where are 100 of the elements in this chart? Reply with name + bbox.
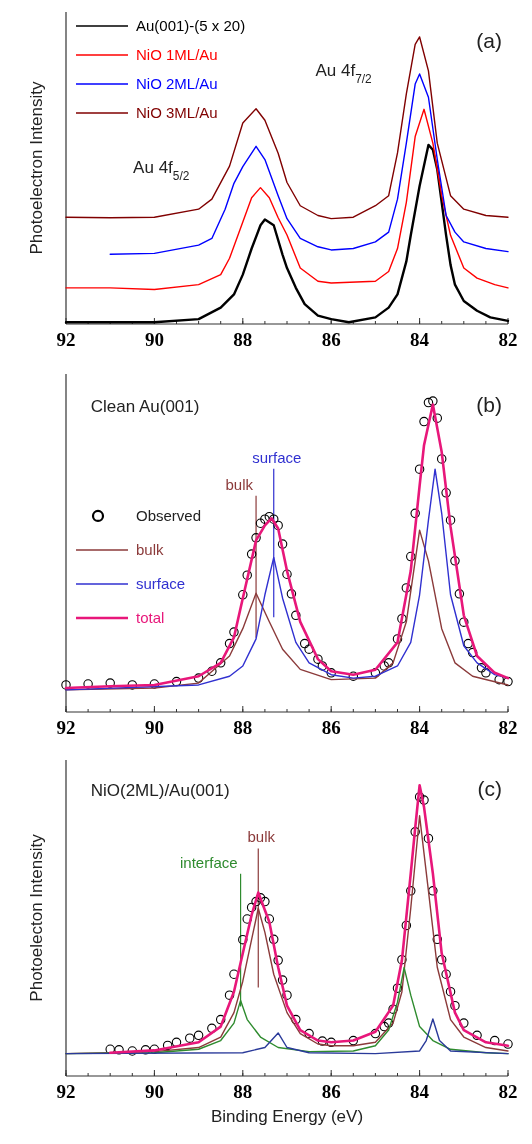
annotation: Clean Au(001): [90, 396, 200, 416]
point: [317, 661, 328, 671]
point: [481, 668, 491, 678]
point: [406, 551, 416, 562]
x-tick-label: 86: [321, 1081, 341, 1102]
point: [238, 934, 248, 945]
legend-label: total: [136, 608, 165, 626]
annotation: Au 4f$_{5/2}$: [133, 157, 190, 183]
annotation: (c): [477, 777, 502, 801]
point: [414, 464, 425, 474]
point: [268, 934, 279, 945]
point: [326, 1037, 336, 1048]
point: [423, 397, 434, 408]
point: [127, 680, 138, 690]
point: [273, 955, 283, 966]
point: [410, 827, 420, 837]
x-tick-label: 84: [410, 717, 430, 738]
point: [432, 934, 443, 945]
point: [162, 1040, 173, 1051]
point: [401, 583, 412, 593]
point: [406, 886, 416, 896]
point: [291, 1014, 301, 1025]
point: [215, 658, 226, 668]
x-tick-label: 92: [56, 1081, 76, 1102]
point: [454, 589, 465, 599]
point: [383, 658, 394, 668]
point: [459, 1018, 469, 1028]
point: [255, 518, 266, 528]
x-tick-label: 84: [410, 1081, 430, 1102]
legend-label: bulk: [136, 540, 165, 558]
point: [268, 514, 279, 524]
annotation: (a): [476, 28, 502, 52]
legend-label: surface: [136, 574, 186, 592]
point: [472, 1030, 482, 1041]
point: [419, 416, 429, 427]
point: [273, 520, 283, 531]
y-axis-title: Photoelecton Intensity: [27, 833, 46, 1002]
point: [193, 673, 204, 683]
point: [304, 1028, 314, 1039]
point: [224, 638, 235, 649]
x-tick-label: 90: [144, 329, 164, 350]
x-tick-label: 82: [498, 717, 518, 738]
legend-label: Observed: [136, 506, 202, 524]
point: [238, 590, 248, 600]
point: [193, 1030, 204, 1041]
point: [251, 533, 261, 543]
point: [441, 969, 451, 979]
point: [185, 1033, 195, 1043]
point: [450, 1000, 460, 1011]
point: [224, 990, 235, 1000]
annotation: Au 4f$_{7/2}$: [315, 60, 373, 86]
point: [260, 896, 270, 907]
x-tick-label: 86: [321, 329, 341, 350]
legend-label: Au(001)-(5 x 20): [136, 17, 246, 34]
point: [441, 488, 451, 498]
ref-line-label: interface: [180, 853, 238, 871]
annotation: (b): [476, 392, 502, 416]
x-tick-label: 88: [233, 329, 253, 350]
point: [383, 1018, 394, 1028]
x-tick-label: 84: [410, 329, 430, 350]
point: [105, 678, 115, 688]
point: [277, 975, 288, 985]
point: [450, 556, 460, 566]
point: [397, 613, 407, 624]
point: [260, 514, 270, 524]
point: [348, 1035, 359, 1046]
point: [392, 983, 403, 993]
point: [379, 1021, 389, 1032]
point: [317, 1036, 328, 1046]
x-tick-label: 88: [233, 717, 253, 738]
x-tick-label: 82: [498, 329, 518, 350]
point: [445, 515, 456, 525]
point: [299, 638, 310, 649]
point: [229, 627, 239, 637]
x-tick-label: 90: [144, 717, 164, 738]
x-tick-label: 88: [233, 1081, 253, 1102]
ref-line-label: bulk: [225, 475, 254, 493]
point: [476, 663, 487, 673]
annotation: NiO(2ML)/Au(001): [90, 781, 230, 801]
point: [171, 676, 182, 687]
point: [503, 1039, 513, 1049]
point: [392, 634, 403, 644]
point: [61, 680, 71, 690]
point: [423, 833, 434, 844]
point: [463, 638, 473, 649]
point: [291, 610, 301, 621]
point: [246, 902, 257, 913]
point: [419, 795, 429, 805]
point: [114, 1045, 124, 1055]
point: [370, 1028, 381, 1039]
point: [215, 1014, 226, 1025]
point: [503, 676, 513, 687]
x-tick-label: 86: [321, 717, 341, 738]
y-axis-title: Photoelectron Intensity: [27, 81, 46, 255]
point: [286, 589, 297, 599]
point: [127, 1046, 138, 1056]
legend-label: NiO 3ML/Au: [136, 104, 218, 121]
x-tick-label: 82: [498, 1081, 518, 1102]
point: [494, 674, 504, 685]
point: [277, 539, 288, 549]
